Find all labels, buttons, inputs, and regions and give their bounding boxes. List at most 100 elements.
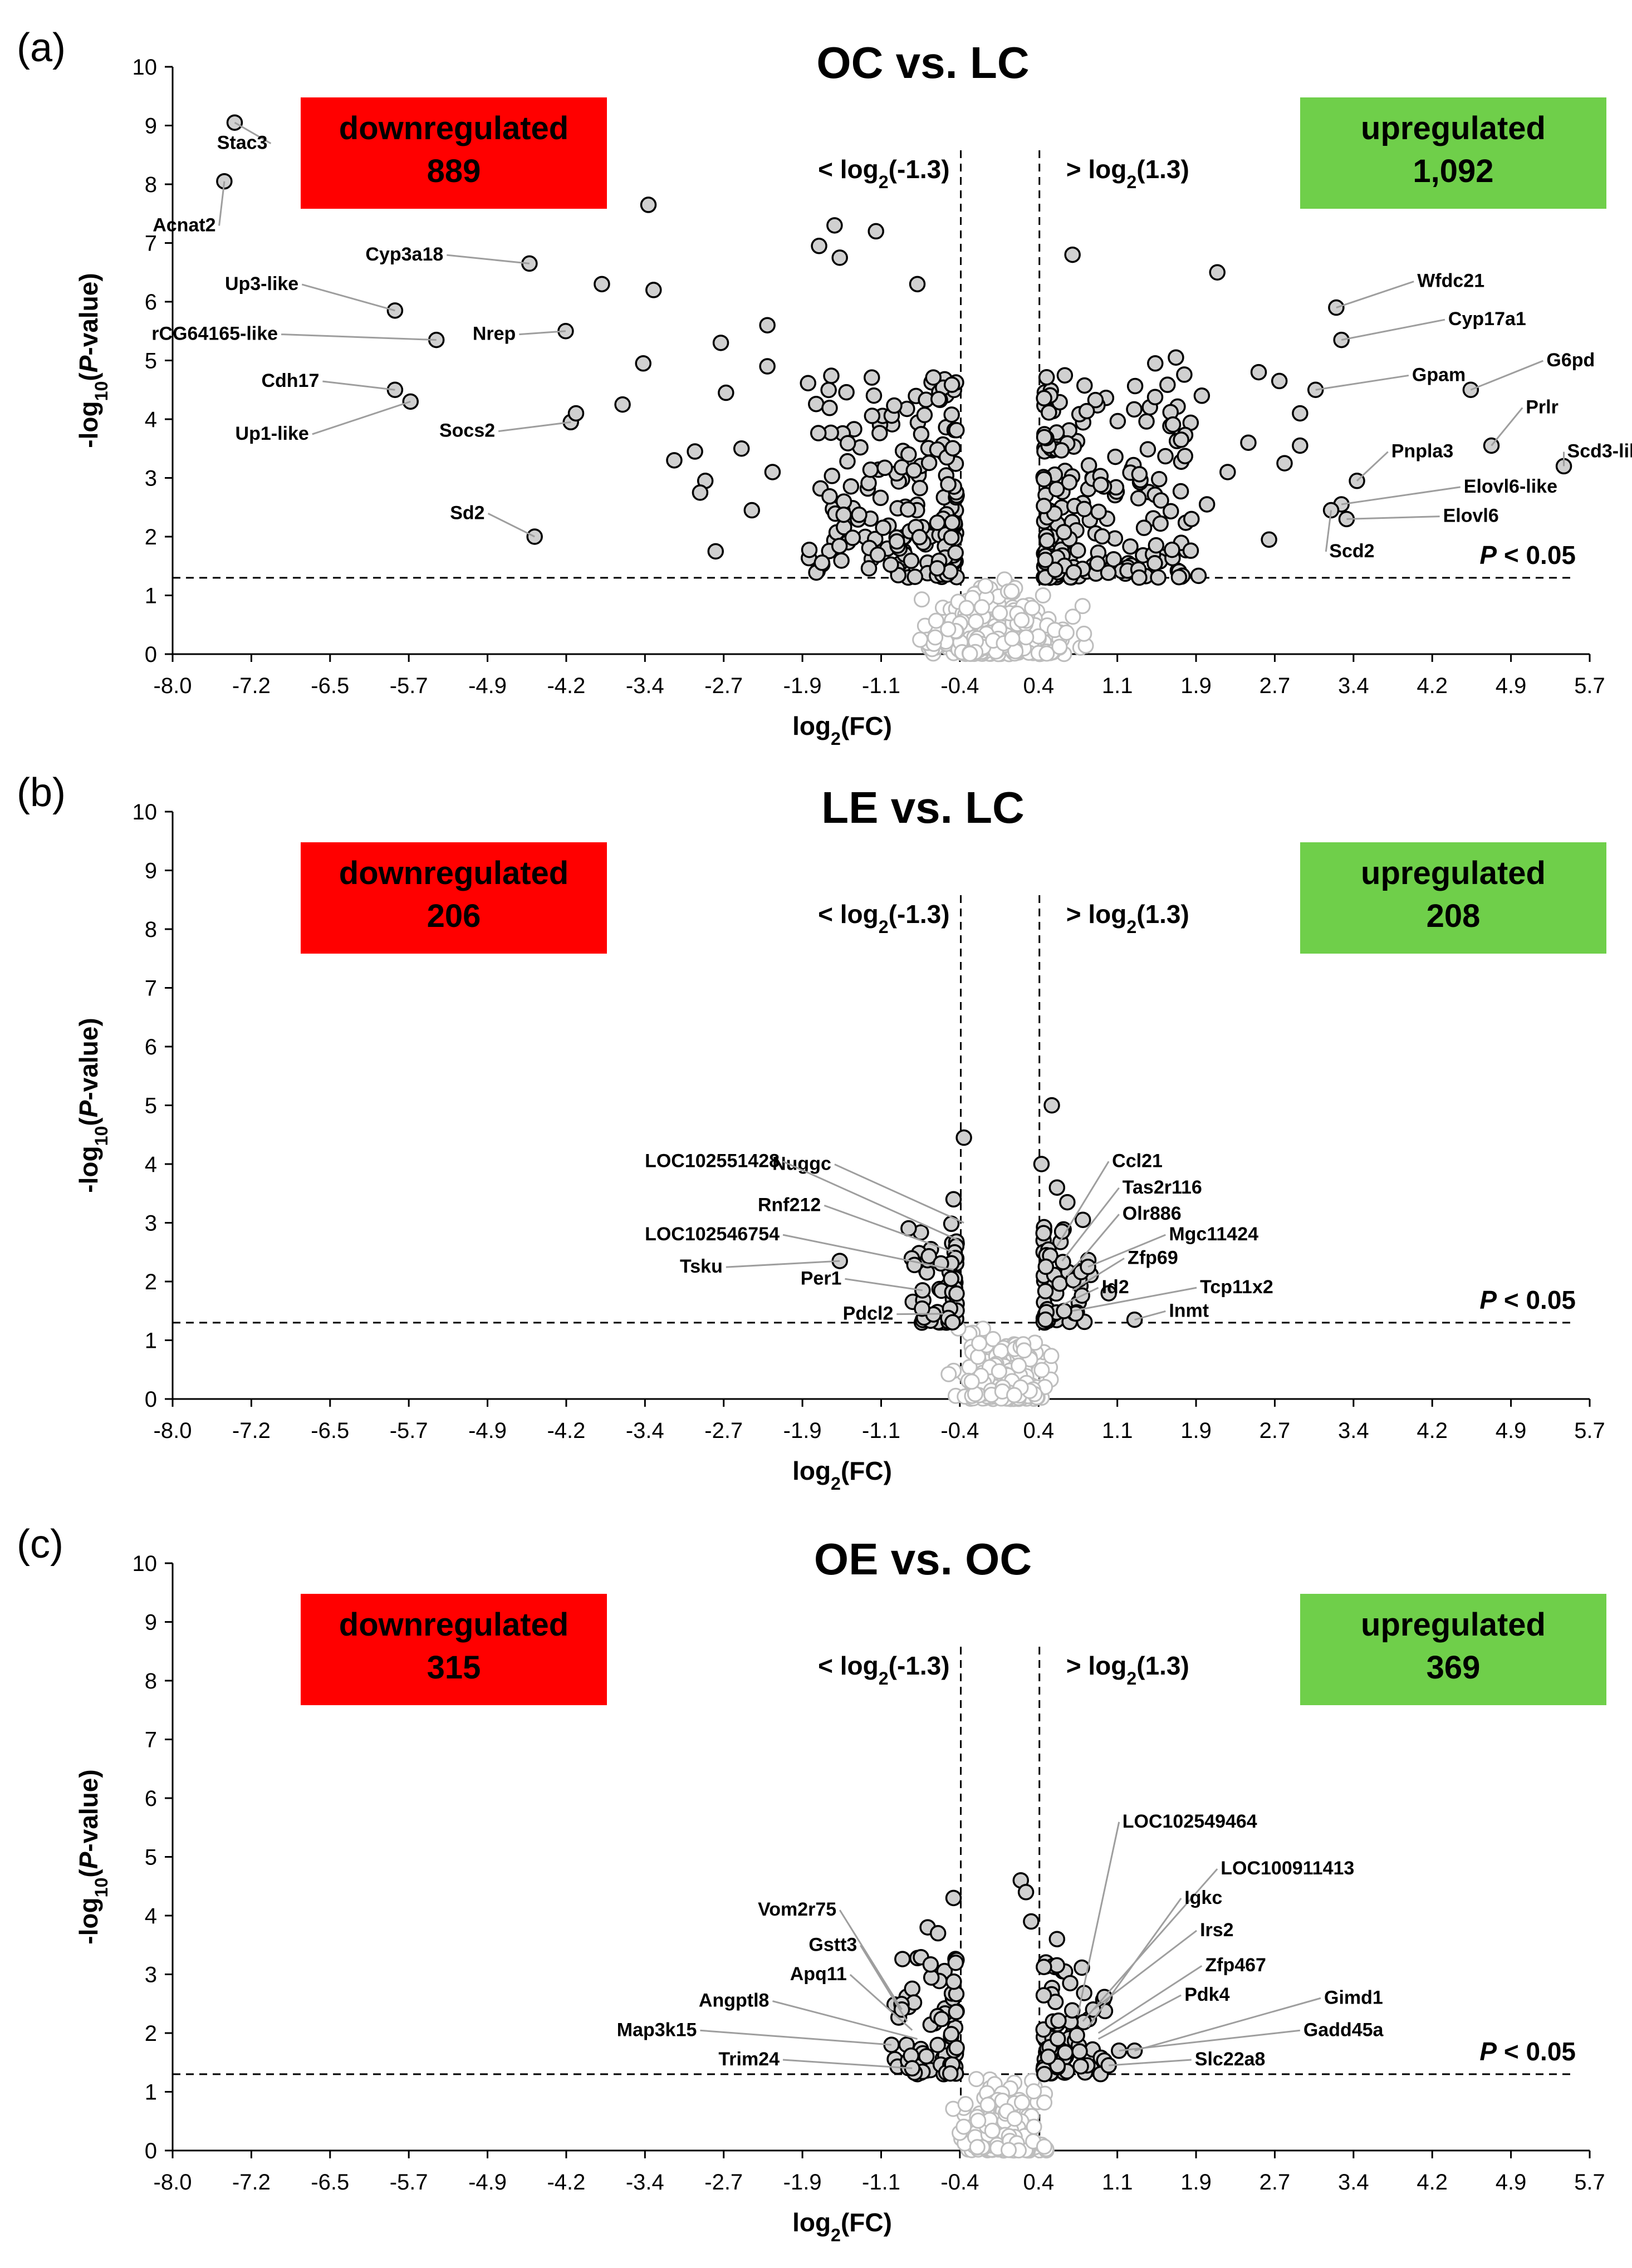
nonsignificant-point [1076,625,1092,642]
gene-leader-line [782,1160,959,1241]
downregulated-label: downregulated [339,110,568,146]
significant-point [948,1285,965,1302]
data-point [1183,510,1200,528]
data-point [1209,264,1226,281]
panel-letter: (b) [17,770,66,815]
gene-label: Angptl8 [699,1990,770,2011]
significant-point [821,488,838,505]
gene-leader-line [1056,1161,1110,1247]
x-tick-label: 1.1 [1102,2170,1133,2195]
significant-point [1177,448,1193,465]
x-tick-label: 5.7 [1574,1418,1605,1443]
gene-leader-line [218,181,226,226]
significant-point [835,506,852,523]
data-point [1064,246,1081,263]
data-point [743,502,761,519]
upregulated-label: upregulated [1361,110,1546,146]
significant-point [900,501,917,518]
x-tick-label: -7.2 [232,1418,271,1443]
downregulated-box [301,1594,607,1705]
data-point [764,464,781,480]
gene-leader-line [1341,486,1461,505]
gene-leader-line [1097,1994,1182,2040]
data-point [945,1191,962,1208]
significant-point [1064,2002,1081,2019]
nonsignificant-point [1003,583,1020,600]
gene-leader-line [1082,1868,1218,2022]
gene-label: Up3-like [225,273,298,294]
downregulated-count: 315 [427,1650,481,1686]
nonsignificant-point [968,2071,985,2088]
y-tick-label: 3 [145,467,157,491]
significant-point [948,421,965,439]
nonsignificant-point [991,1363,1007,1380]
nonsignificant-point [962,645,978,662]
significant-point [947,1955,964,1971]
gene-leader-line [1134,1997,1321,2052]
gene-label: Pnpla3 [1391,441,1453,462]
significant-point [1159,376,1176,393]
nonsignificant-point [940,1366,957,1382]
significant-point [1107,448,1124,465]
data-point [868,223,884,240]
downregulated-label: downregulated [339,1607,568,1643]
x-tick-label: 2.7 [1259,674,1291,698]
significant-point [1041,404,1057,421]
significant-point [1037,1311,1054,1328]
y-tick-label: 10 [133,55,158,80]
data-point [635,355,651,372]
data-point [645,282,662,298]
data-point [1033,1156,1050,1172]
fc-right-label: > log2(1.3) [1066,1651,1189,1688]
significant-point [948,2004,965,2020]
gene-label: Zfp467 [1205,1955,1266,1976]
nonsignificant-point [928,612,944,629]
significant-point [944,440,962,456]
x-tick-label: -0.4 [940,674,979,698]
significant-point [1076,500,1093,518]
significant-point [1130,490,1147,507]
gene-label: LOC102549464 [1123,1811,1257,1832]
data-point [640,197,657,213]
gene-leader-line [1315,374,1409,391]
panel-3: (c) OE vs. OC 0 1 2 3 4 5 6 7 8 9 10 -8.0 -7.2 -6.5 -5.7… [17,1522,1606,2245]
significant-point [851,506,868,523]
gene-label: Per1 [801,1268,842,1289]
data-point [1023,1913,1040,1930]
gene-leader-line [860,1945,908,2022]
x-tick-label: -3.4 [626,674,664,698]
data-point [1240,434,1257,451]
gene-leader-line [447,254,530,264]
x-tick-label: -1.1 [862,1418,900,1443]
x-tick-label: -8.0 [154,2170,192,2195]
data-point [594,276,610,293]
gene-leader-line [322,380,395,391]
gene-label: Gadd45a [1303,2019,1384,2040]
gene-leader-line [1061,1287,1099,1306]
significant-point [940,476,957,493]
significant-point [1069,2027,1085,2044]
significant-point [913,426,930,443]
gene-leader-line [824,1204,954,1253]
nonsignificant-point [913,591,930,608]
gene-label: rCG64165-like [151,323,278,345]
upregulated-box [1300,842,1606,954]
significant-point [1078,402,1095,420]
nonsignificant-point [1036,2138,1052,2155]
gene-label: Trim24 [718,2049,780,2070]
significant-point [1038,369,1055,386]
significant-point [933,2011,950,2028]
gene-label: Stac3 [217,132,268,154]
data-point [1193,387,1210,404]
significant-point [1040,2048,1057,2065]
significant-points [886,1948,1114,2083]
nonsignificant-point [927,629,944,646]
gene-label: LOC102551428 [645,1150,780,1171]
x-tick-label: -6.5 [311,674,349,698]
y-tick-label: 2 [145,1270,157,1294]
upregulated-box [1300,1594,1606,1705]
significant-point [821,400,838,416]
data-point [712,335,729,351]
nonsignificant-points [945,2071,1055,2159]
